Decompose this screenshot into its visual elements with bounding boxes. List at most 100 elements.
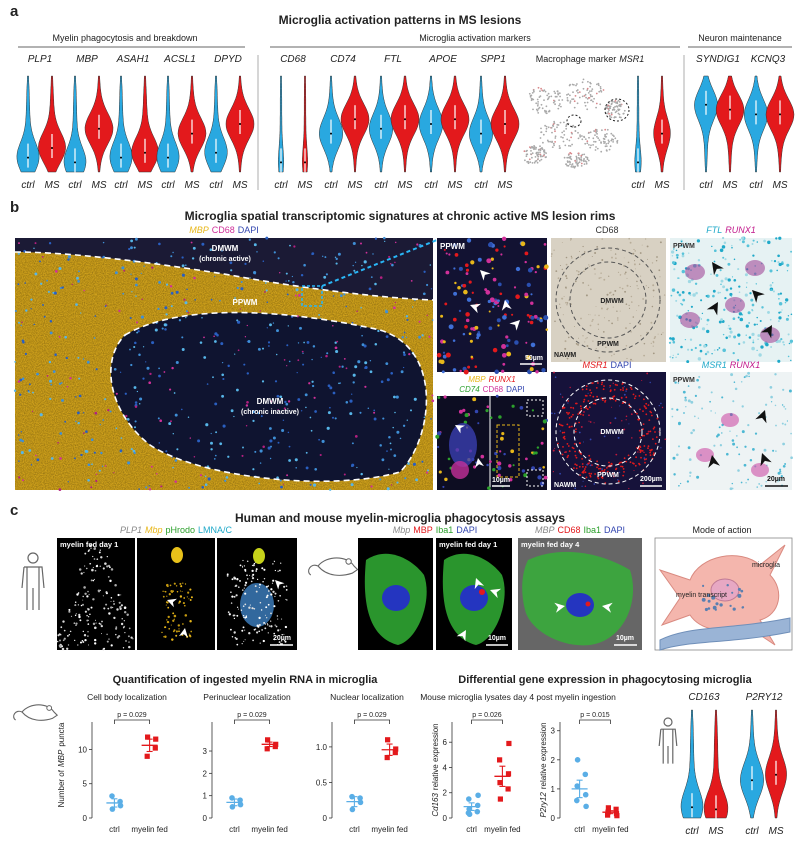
signal-dot bbox=[274, 624, 276, 626]
signal-dot bbox=[260, 609, 263, 611]
signal-dot bbox=[100, 633, 103, 635]
msr1-dot bbox=[609, 398, 612, 401]
ihc-dot bbox=[576, 269, 578, 272]
msr1-dot bbox=[765, 480, 767, 483]
nucleus-dot bbox=[275, 353, 278, 356]
nucleus-dot bbox=[170, 255, 173, 258]
signal-dot bbox=[274, 592, 277, 595]
tsne-point bbox=[566, 138, 569, 141]
nucleus-dot bbox=[30, 308, 32, 310]
condition-label: ctrl bbox=[374, 180, 388, 191]
ihc-dot bbox=[594, 252, 597, 254]
violin-dot bbox=[280, 161, 282, 164]
y-tick-label: 6 bbox=[443, 738, 448, 747]
signal-dot bbox=[258, 630, 261, 633]
transcript-dot bbox=[715, 602, 719, 606]
cd68-dot bbox=[294, 294, 297, 297]
ftl-dot bbox=[785, 317, 789, 321]
nucleus-dot bbox=[102, 241, 105, 244]
ftl-dot bbox=[684, 338, 687, 341]
msr1-dot bbox=[652, 453, 655, 456]
msr1-dot bbox=[567, 454, 570, 457]
p-value: p = 0.026 bbox=[472, 712, 501, 719]
nucleus-dot bbox=[332, 371, 335, 374]
signal-dot bbox=[88, 593, 90, 596]
tsne-point bbox=[541, 148, 544, 151]
tsne-point bbox=[562, 140, 565, 143]
nucleus-dot bbox=[266, 327, 268, 329]
tsne-point bbox=[563, 134, 566, 136]
signal-dot bbox=[573, 408, 575, 410]
signal-dot bbox=[611, 406, 613, 408]
ftl-dot bbox=[732, 351, 735, 355]
nucleus-dot bbox=[136, 390, 139, 393]
ftl-dot bbox=[752, 254, 755, 257]
ihc-dot bbox=[613, 353, 615, 355]
signal-dot bbox=[261, 629, 263, 631]
nucleus-dot bbox=[272, 322, 275, 324]
tsne-point bbox=[545, 125, 548, 128]
cd68-dot bbox=[46, 375, 49, 377]
label-part: CD68 bbox=[557, 525, 580, 535]
cd68-dot bbox=[428, 335, 431, 338]
cd68-dot bbox=[237, 349, 240, 352]
violin bbox=[740, 709, 764, 819]
nucleus-dot bbox=[265, 289, 268, 292]
nucleus-dot bbox=[372, 253, 374, 255]
nucleus-dot bbox=[121, 266, 125, 270]
violin-dot bbox=[705, 103, 707, 106]
tsne-point bbox=[596, 135, 598, 138]
tsne-point bbox=[527, 162, 530, 165]
tsne-point bbox=[545, 127, 548, 130]
msr1-dot bbox=[574, 454, 577, 457]
signal-dot bbox=[259, 601, 262, 604]
ihc-dot bbox=[638, 263, 641, 265]
msr1-dot bbox=[672, 456, 676, 460]
msr1-dot bbox=[603, 468, 606, 471]
condition-label: MS bbox=[448, 180, 463, 191]
msr1-dot bbox=[687, 385, 690, 387]
msr1-dot bbox=[676, 408, 679, 411]
ihc-dot bbox=[608, 275, 610, 277]
signal-dot bbox=[90, 547, 92, 549]
tsne-point bbox=[587, 132, 590, 135]
violin bbox=[38, 75, 66, 173]
ihc-dot bbox=[603, 317, 605, 319]
violin bbox=[63, 75, 87, 173]
tsne-point bbox=[595, 102, 598, 105]
ihc-dot bbox=[574, 280, 577, 283]
signal-dot bbox=[100, 624, 103, 628]
ftl-dot bbox=[785, 298, 789, 302]
signal-dot bbox=[274, 569, 277, 572]
nucleus-dot bbox=[224, 479, 227, 482]
ihc-dot bbox=[593, 268, 596, 270]
cd68-dot bbox=[125, 414, 128, 418]
ihc-dot bbox=[660, 333, 663, 336]
signal-dot bbox=[278, 641, 281, 644]
signal-dot bbox=[87, 631, 89, 633]
nucleus-dot bbox=[145, 361, 147, 363]
nucleus-dot bbox=[329, 488, 332, 491]
arrowhead bbox=[275, 580, 285, 590]
signal-dot bbox=[92, 579, 95, 582]
nucleus-dot bbox=[402, 351, 406, 354]
ihc-dot bbox=[580, 317, 582, 320]
msr1-dot bbox=[566, 443, 569, 445]
nucleus-dot bbox=[412, 462, 416, 466]
significance-bracket bbox=[114, 719, 150, 724]
violin-dot bbox=[751, 779, 753, 782]
chart-title: Perinuclear localization bbox=[203, 692, 291, 702]
tsne-point bbox=[574, 130, 577, 132]
msr1-dot bbox=[721, 423, 724, 427]
tsne-point bbox=[580, 159, 583, 162]
nucleus-dot bbox=[351, 442, 354, 445]
signal-dot bbox=[113, 603, 115, 605]
data-point bbox=[475, 792, 481, 799]
signal-dot bbox=[75, 624, 77, 626]
signal-dot bbox=[252, 573, 255, 576]
cd68-dot bbox=[308, 382, 311, 385]
ihc-dot bbox=[603, 278, 606, 281]
signal-dot bbox=[226, 573, 229, 576]
signal-dot bbox=[255, 590, 258, 593]
signal-dot bbox=[497, 305, 500, 307]
